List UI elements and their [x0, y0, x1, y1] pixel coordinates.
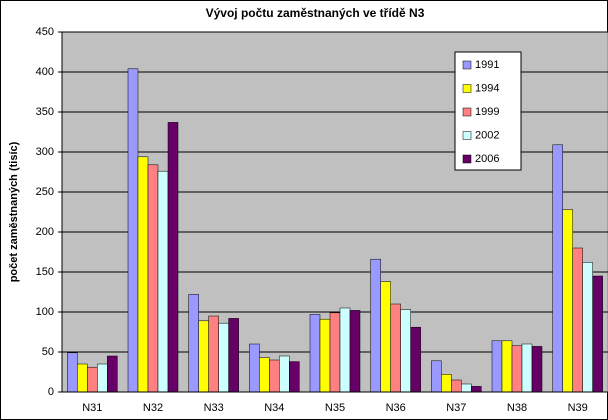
bar	[188, 294, 199, 393]
legend-swatch	[462, 84, 472, 93]
bar	[218, 322, 229, 393]
bar	[501, 340, 513, 393]
y-tick-label: 250	[36, 186, 54, 198]
bar	[441, 374, 452, 393]
x-tick-label: N36	[386, 402, 406, 414]
y-axis-label: počet zaměstnaných (tisíc)	[8, 141, 20, 282]
x-tick-label: N37	[446, 402, 466, 414]
legend-label: 1999	[475, 106, 499, 118]
bar	[572, 247, 583, 393]
bar	[279, 355, 290, 393]
legend-swatch	[462, 154, 472, 164]
bar	[349, 310, 361, 393]
bar	[289, 361, 300, 393]
y-tick-label: 300	[36, 146, 54, 158]
chart-title: Vývoj počtu zaměstnaných ve třídě N3	[206, 6, 425, 20]
x-tick-label: N38	[507, 402, 527, 414]
bar	[107, 355, 118, 393]
x-tick-label: N32	[143, 402, 163, 414]
legend-swatch	[462, 107, 472, 117]
bar	[339, 307, 351, 393]
bar	[380, 281, 391, 393]
bar	[451, 379, 462, 393]
x-tick-label: N31	[82, 402, 102, 414]
bar	[228, 318, 239, 393]
bar	[521, 343, 533, 393]
legend-swatch	[462, 60, 472, 70]
bar	[97, 363, 108, 393]
y-tick-label: 0	[48, 386, 54, 398]
bar	[137, 156, 149, 393]
bar	[491, 340, 503, 393]
legend-label: 2002	[475, 129, 499, 141]
bar	[471, 386, 482, 393]
x-tick-label: N35	[325, 402, 345, 414]
bar	[390, 303, 401, 393]
bar	[592, 275, 603, 393]
bar	[77, 363, 88, 393]
bar	[431, 360, 442, 393]
bar	[157, 170, 169, 393]
bar	[309, 314, 321, 393]
y-tick-label: 450	[36, 26, 54, 38]
y-tick-label: 350	[36, 106, 54, 118]
legend-label: 2006	[475, 153, 499, 165]
bar	[511, 345, 523, 393]
bar	[552, 144, 563, 393]
y-tick-label: 150	[36, 266, 54, 278]
bar	[259, 357, 270, 393]
bar	[67, 352, 78, 393]
bar	[562, 209, 573, 393]
y-tick-label: 400	[36, 66, 54, 78]
x-tick-label: N33	[204, 402, 224, 414]
bar	[531, 346, 543, 393]
bar	[167, 122, 179, 393]
bar	[370, 258, 381, 393]
bar	[410, 326, 421, 393]
bar	[319, 318, 331, 393]
bar	[198, 320, 209, 393]
bar	[329, 312, 341, 393]
y-tick-label: 50	[42, 346, 54, 358]
bar	[87, 366, 98, 393]
x-tick-label: N34	[264, 402, 284, 414]
legend-swatch	[462, 131, 472, 140]
bar	[269, 359, 280, 393]
bar	[208, 315, 219, 393]
bar	[461, 383, 472, 393]
bar	[582, 262, 593, 393]
bar	[249, 343, 260, 393]
y-tick-label: 200	[36, 226, 54, 238]
bar	[127, 68, 139, 393]
y-tick-label: 100	[36, 306, 54, 318]
bar	[400, 309, 411, 393]
legend-label: 1991	[475, 59, 499, 71]
legend-label: 1994	[475, 82, 499, 94]
x-tick-label: N39	[568, 402, 588, 414]
bar	[147, 164, 159, 393]
